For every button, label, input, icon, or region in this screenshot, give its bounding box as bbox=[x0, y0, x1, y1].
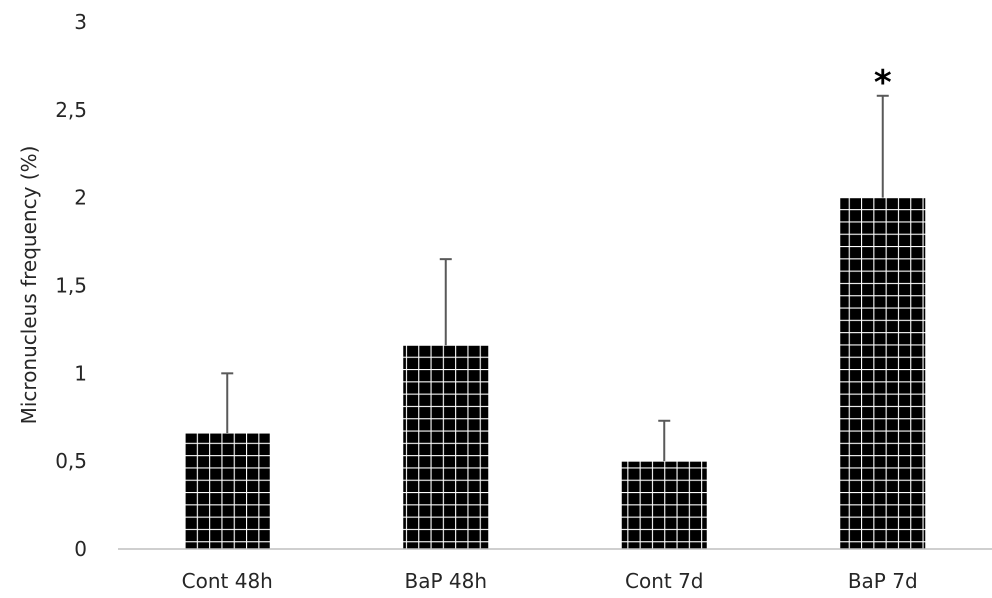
x-tick-label: Cont 48h bbox=[182, 569, 273, 593]
bar bbox=[402, 344, 490, 550]
bar bbox=[183, 432, 271, 550]
y-tick-label: 1 bbox=[74, 361, 87, 385]
x-tick-label: BaP 7d bbox=[848, 569, 918, 593]
y-tick-label: 1,5 bbox=[55, 274, 87, 298]
x-tick-label: Cont 7d bbox=[625, 569, 704, 593]
y-tick-label: 2,5 bbox=[55, 98, 87, 122]
y-axis-label: Micronucleus frequency (%) bbox=[17, 146, 41, 425]
x-tick-label: BaP 48h bbox=[404, 569, 487, 593]
y-tick-label: 2 bbox=[74, 186, 87, 210]
bar bbox=[839, 197, 927, 550]
y-tick-label: 3 bbox=[74, 10, 87, 34]
significance-marker: * bbox=[874, 63, 892, 103]
y-tick-label: 0 bbox=[74, 537, 87, 561]
y-tick-label: 0,5 bbox=[55, 449, 87, 473]
bar bbox=[620, 460, 708, 550]
